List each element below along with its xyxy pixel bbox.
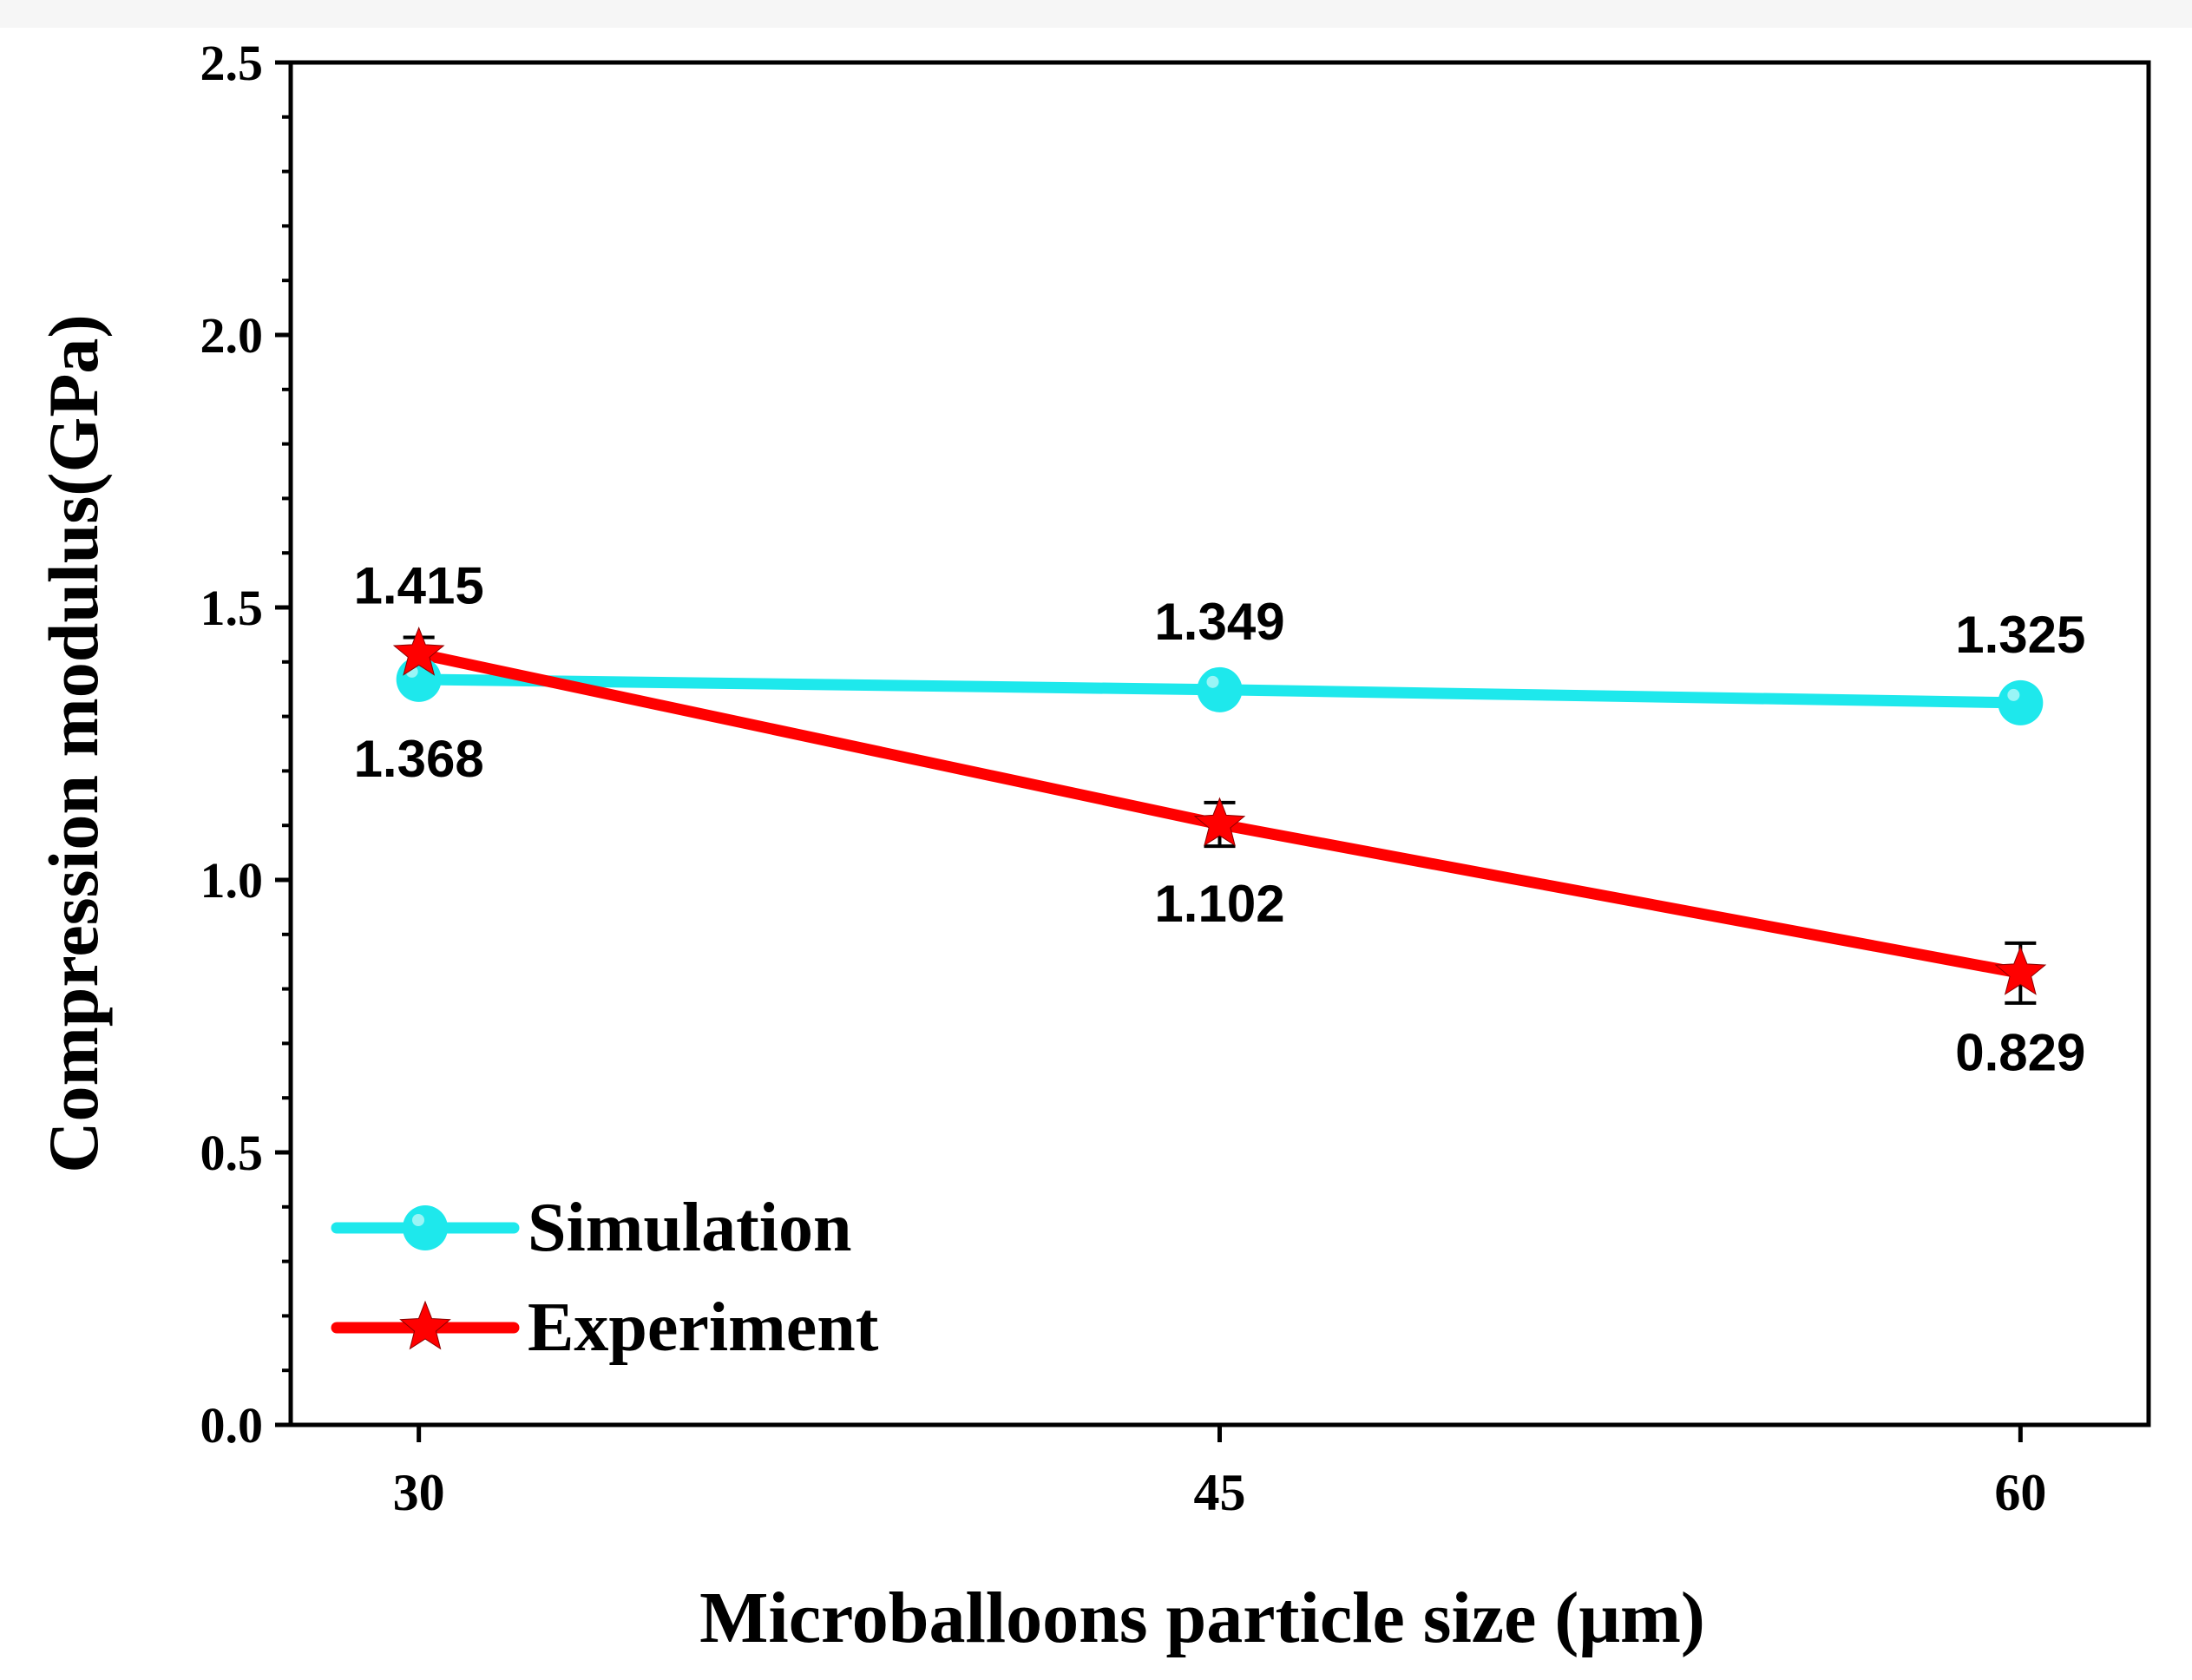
x-tick-label: 60 (1994, 1464, 2046, 1521)
x-tick-label: 30 (393, 1464, 445, 1521)
y-tick-label: 0.5 (200, 1125, 264, 1181)
data-point-experiment (392, 627, 445, 676)
legend-marker-experiment (399, 1300, 451, 1350)
data-label: 0.829 (1955, 1023, 2085, 1081)
data-point-simulation-highlight (2007, 688, 2020, 701)
data-label: 1.349 (1154, 593, 1284, 651)
data-label: 1.368 (354, 730, 484, 788)
data-point-simulation (1197, 666, 1243, 712)
y-tick-label: 1.5 (200, 580, 264, 636)
x-axis-title: Microballoons particle size (μm) (699, 1578, 1705, 1658)
legend-label-experiment: Experiment (528, 1290, 879, 1366)
data-point-simulation-highlight (1206, 675, 1219, 688)
y-tick-label: 2.0 (200, 307, 264, 364)
legend-label-simulation: Simulation (528, 1190, 851, 1266)
data-point-experiment (1193, 797, 1246, 847)
y-axis-title: Compression modulus(GPa) (34, 314, 113, 1172)
legend-marker-simulation-highlight (412, 1214, 424, 1226)
data-label: 1.415 (354, 556, 484, 614)
data-point-simulation (1998, 679, 2044, 725)
x-tick-label: 45 (1194, 1464, 1246, 1521)
data-label: 1.325 (1955, 606, 2085, 664)
legend-marker-simulation (403, 1205, 448, 1250)
data-point-experiment (1994, 946, 2047, 995)
y-tick-label: 1.0 (200, 852, 264, 909)
y-tick-label: 2.5 (200, 35, 264, 91)
data-label: 1.102 (1154, 875, 1284, 933)
y-tick-label: 0.0 (200, 1397, 264, 1454)
